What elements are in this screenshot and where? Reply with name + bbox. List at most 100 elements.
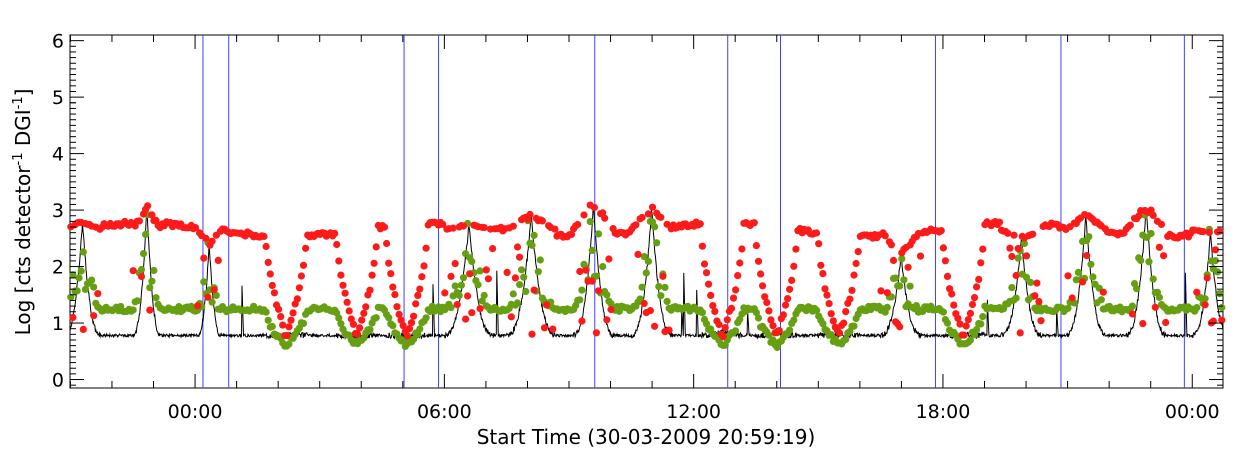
- green-point: [754, 314, 763, 322]
- red-point: [1149, 211, 1157, 219]
- red-point: [705, 280, 713, 288]
- red-point: [538, 217, 547, 225]
- red-point: [549, 325, 557, 333]
- red-point: [657, 213, 665, 221]
- red-point: [191, 224, 200, 232]
- green-point: [1216, 290, 1224, 298]
- red-point: [582, 266, 590, 274]
- red-point: [503, 268, 511, 276]
- red-point: [1201, 301, 1209, 309]
- red-point: [1012, 271, 1020, 280]
- red-point: [516, 253, 524, 261]
- green-point: [1218, 303, 1226, 312]
- red-point: [792, 245, 800, 253]
- x-tick-label: 06:00: [417, 401, 472, 423]
- red-point: [1151, 303, 1159, 311]
- red-point: [651, 322, 659, 330]
- green-point: [528, 241, 536, 249]
- green-point: [516, 281, 524, 289]
- green-point: [1201, 295, 1209, 303]
- green-point: [81, 285, 89, 293]
- red-point: [337, 271, 345, 279]
- red-point: [1160, 252, 1168, 260]
- y-axis-title: Log [cts detector-1 DGI-1]: [11, 89, 35, 336]
- red-point: [634, 250, 642, 258]
- green-point: [1027, 278, 1035, 286]
- green-point: [702, 320, 711, 328]
- green-point: [1008, 284, 1016, 292]
- red-point: [268, 281, 276, 290]
- y-tick-label: 2: [52, 257, 64, 279]
- red-point: [1139, 320, 1147, 328]
- red-point: [466, 270, 474, 278]
- green-point: [536, 256, 544, 264]
- y-tick-label: 0: [52, 370, 64, 392]
- green-point: [663, 297, 671, 305]
- green-point: [651, 223, 659, 231]
- green-point: [459, 274, 468, 282]
- green-point: [366, 326, 374, 334]
- red-point: [135, 217, 143, 225]
- plot-frame-group: [69, 34, 1224, 389]
- red-point: [439, 220, 447, 228]
- red-point: [729, 294, 738, 302]
- green-point: [451, 282, 459, 290]
- red-point: [331, 229, 339, 237]
- red-point: [1211, 246, 1220, 254]
- red-point: [1035, 297, 1043, 306]
- red-point: [759, 282, 767, 290]
- red-point: [852, 259, 860, 268]
- green-point: [850, 322, 858, 330]
- red-point: [846, 295, 854, 303]
- green-point: [262, 308, 270, 316]
- red-point: [842, 308, 850, 316]
- green-point: [1147, 229, 1155, 238]
- green-point: [896, 282, 904, 290]
- red-point: [264, 258, 272, 266]
- red-point: [840, 319, 848, 327]
- green-point: [468, 257, 476, 266]
- red-point: [754, 257, 763, 265]
- red-point: [412, 300, 420, 308]
- green-point: [478, 297, 486, 305]
- red-point: [266, 270, 274, 278]
- red-point: [827, 310, 835, 318]
- red-point: [825, 300, 833, 308]
- green-point: [732, 327, 740, 335]
- green-point: [1074, 268, 1082, 276]
- red-point: [1010, 231, 1018, 239]
- red-point: [339, 281, 347, 289]
- red-point: [449, 224, 457, 232]
- red-point: [1014, 245, 1022, 253]
- red-point: [383, 239, 391, 248]
- red-point: [90, 312, 98, 320]
- red-point: [260, 232, 268, 240]
- green-point: [457, 281, 465, 289]
- red-point: [200, 254, 208, 262]
- red-point: [576, 267, 584, 276]
- red-point: [592, 329, 601, 337]
- plot-frame: [69, 34, 1224, 389]
- red-point: [476, 305, 484, 313]
- green-point: [480, 291, 488, 300]
- green-point: [977, 320, 985, 328]
- red-point: [366, 286, 374, 294]
- red-point: [786, 285, 794, 293]
- red-point: [1029, 230, 1037, 238]
- red-point: [285, 323, 293, 331]
- red-point: [543, 301, 551, 309]
- green-point: [295, 324, 303, 332]
- red-point: [287, 316, 295, 324]
- green-point: [137, 265, 146, 274]
- red-point: [1216, 227, 1224, 235]
- red-point: [752, 242, 761, 250]
- red-point: [302, 244, 310, 252]
- red-point: [964, 316, 972, 324]
- red-point: [279, 321, 287, 329]
- red-point: [715, 320, 723, 329]
- red-point: [480, 224, 488, 232]
- vertical-lines: [202, 35, 1185, 388]
- red-point: [297, 272, 305, 280]
- red-point: [484, 275, 492, 283]
- red-point: [950, 301, 958, 309]
